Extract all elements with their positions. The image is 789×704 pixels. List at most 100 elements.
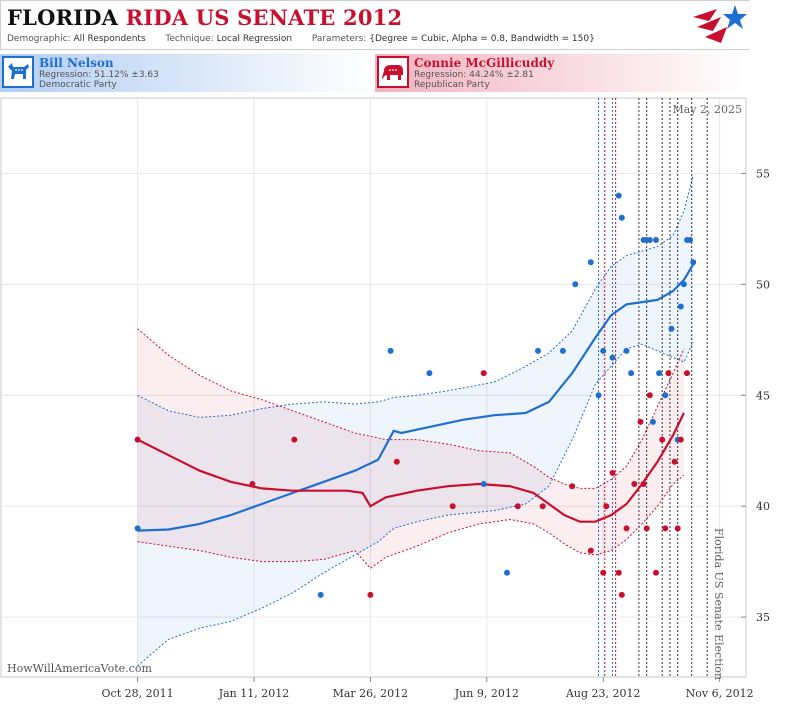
parameters-line: Demographic: All Respondents Technique: … xyxy=(7,34,595,44)
poll-point xyxy=(600,347,607,354)
poll-point xyxy=(317,591,324,598)
candidate-party: Democratic Party xyxy=(39,80,117,90)
poll-point xyxy=(393,458,400,465)
poll-point xyxy=(653,237,659,243)
poll-point xyxy=(449,503,456,510)
parameters-value: {Degree = Cubic, Alpha = 0.8, Bandwidth … xyxy=(369,34,595,44)
poll-point xyxy=(665,370,672,377)
x-tick-label: Jun 9, 2012 xyxy=(454,687,519,700)
poll-point xyxy=(640,481,647,487)
x-tick-label: Jan 11, 2012 xyxy=(218,687,290,700)
lower-bound-line xyxy=(137,474,685,569)
technique-label: Technique: xyxy=(165,34,214,44)
poll-point xyxy=(600,569,607,576)
poll-point xyxy=(387,347,394,354)
poll-point xyxy=(656,370,663,377)
poll-point xyxy=(646,237,653,243)
poll-point xyxy=(687,237,694,243)
y-tick-label: 35 xyxy=(756,611,770,624)
y-tick-label: 40 xyxy=(756,500,770,513)
title-race: RIDA US SENATE 2012 xyxy=(125,5,403,30)
poll-point xyxy=(623,347,630,354)
regression-chart: Oct 28, 2011 Jan 11, 2012 Mar 26, 2012 Jun … xyxy=(0,97,770,700)
poll-point xyxy=(514,503,521,510)
confidence-band xyxy=(137,175,694,666)
upper-bound-line xyxy=(137,328,685,489)
poll-point xyxy=(603,503,610,510)
poll-point xyxy=(609,354,616,361)
poll-point xyxy=(643,525,650,532)
regression-line xyxy=(137,263,695,532)
poll-point xyxy=(587,547,594,554)
y-tick-label: 45 xyxy=(756,389,770,402)
poll-point xyxy=(671,458,678,465)
technique-value: Local Regression xyxy=(216,34,293,44)
x-tick-label: Aug 23, 2012 xyxy=(565,687,641,700)
poll-point xyxy=(690,259,697,266)
title-state: FLORIDA xyxy=(7,5,119,30)
poll-point xyxy=(291,436,298,443)
candidate-dem: Bill Nelson Regression: 51.12% ±3.63 Dem… xyxy=(0,54,375,92)
poll-point xyxy=(659,436,666,443)
page-title: FLORIDA RIDA US SENATE 2012 xyxy=(7,5,402,30)
upper-bound-line xyxy=(137,175,694,418)
poll-point xyxy=(680,281,687,288)
candidate-regression: Regression: 51.12% ±3.63 xyxy=(39,70,159,80)
poll-point xyxy=(653,569,659,576)
poll-point xyxy=(649,418,656,425)
poll-point xyxy=(615,192,622,199)
poll-point xyxy=(618,214,625,221)
header-bar: FLORIDA RIDA US SENATE 2012 Demographic:… xyxy=(0,0,749,50)
poll-point xyxy=(677,436,684,443)
poll-point xyxy=(426,370,433,377)
y-tick-label: 50 xyxy=(756,278,770,291)
poll-point xyxy=(615,569,622,576)
x-tick-label: Mar 26, 2012 xyxy=(333,687,409,700)
poll-point xyxy=(134,436,141,443)
watermark: HowWillAmericaVote.com xyxy=(7,662,152,675)
poll-point xyxy=(684,370,690,377)
poll-point xyxy=(539,503,546,510)
poll-point xyxy=(504,569,510,576)
parameters-label: Parameters: xyxy=(311,34,367,44)
x-tick-label: Nov 6, 2012 xyxy=(686,687,754,700)
date-label: May 2, 2025 xyxy=(672,103,742,116)
confidence-band xyxy=(137,328,684,569)
poll-point xyxy=(618,591,625,598)
candidate-rep: Connie McGillicuddy Regression: 44.24% ±… xyxy=(375,54,749,92)
poll-point xyxy=(674,525,681,532)
poll-point xyxy=(535,347,541,354)
candidate-name: Connie McGillicuddy xyxy=(414,56,555,70)
poll-point xyxy=(668,325,675,332)
candidate-regression: Regression: 44.24% ±2.81 xyxy=(414,70,534,80)
demographic-label: Demographic: xyxy=(7,34,71,44)
y-tick-label: 55 xyxy=(756,167,770,180)
poll-point xyxy=(480,481,487,487)
poll-point xyxy=(587,259,594,266)
poll-point xyxy=(367,591,374,598)
poll-point xyxy=(595,392,602,399)
poll-point xyxy=(662,392,669,399)
poll-point xyxy=(662,525,669,532)
regression-line xyxy=(137,412,685,523)
poll-point xyxy=(572,281,579,288)
poll-point xyxy=(249,481,256,487)
poll-point xyxy=(677,303,684,310)
poll-point xyxy=(637,418,644,425)
poll-point xyxy=(480,370,487,377)
poll-point xyxy=(628,370,635,377)
donkey-icon xyxy=(2,56,34,88)
poll-point xyxy=(569,483,576,490)
poll-point xyxy=(631,481,638,487)
star-logo-icon xyxy=(693,5,747,43)
poll-point xyxy=(623,525,630,532)
election-label: Florida US Senate Election xyxy=(712,528,725,680)
lower-bound-line xyxy=(137,341,694,667)
elephant-icon xyxy=(377,56,409,88)
x-tick-label: Oct 28, 2011 xyxy=(102,687,174,700)
poll-point xyxy=(559,347,566,354)
poll-point xyxy=(646,392,653,399)
demographic-value: All Respondents xyxy=(73,34,146,44)
poll-point xyxy=(134,525,141,532)
candidate-party: Republican Party xyxy=(414,80,490,90)
